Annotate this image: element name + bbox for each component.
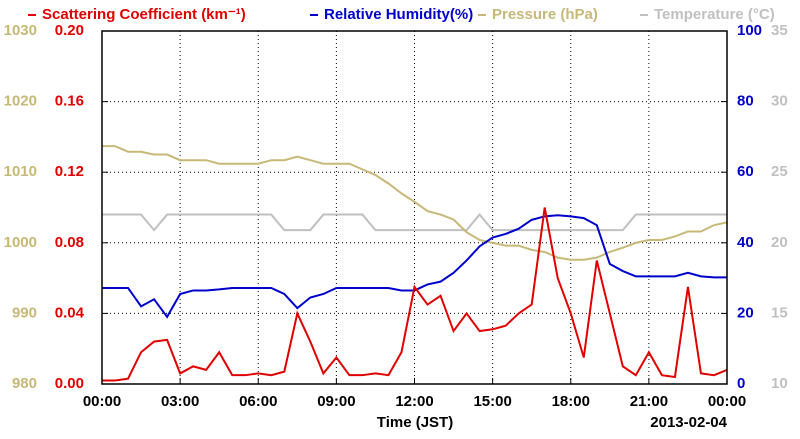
- y-tick-label: 40: [737, 234, 754, 251]
- y-tick-label: 980: [12, 375, 37, 392]
- x-tick-label: 12:00: [395, 393, 433, 410]
- x-tick-label: 00:00: [708, 393, 746, 410]
- x-tick-label: 21:00: [630, 393, 668, 410]
- y-tick-label: 0.16: [55, 93, 84, 110]
- y-tick-label: 0.08: [55, 234, 84, 251]
- y-tick-label: 0.20: [55, 22, 84, 39]
- y-tick-label: 990: [12, 304, 37, 321]
- series-line: [102, 145, 728, 261]
- x-tick-label: 09:00: [317, 393, 355, 410]
- x-tick-label: 03:00: [161, 393, 199, 410]
- y-tick-label: 0.00: [55, 375, 84, 392]
- y-tick-label: 10: [771, 375, 788, 392]
- y-tick-label: 15: [771, 304, 788, 321]
- series-line: [102, 207, 728, 382]
- y-tick-label: 1000: [4, 234, 37, 251]
- y-tick-label: 0: [737, 375, 745, 392]
- date-label: 2013-02-04: [650, 414, 727, 431]
- y-tick-label: 1010: [4, 163, 37, 180]
- series-line: [102, 213, 727, 232]
- y-tick-label: 20: [771, 234, 788, 251]
- legend-label: Scattering Coefficient (km⁻¹): [42, 6, 246, 23]
- y-tick-label: 0.04: [55, 304, 85, 321]
- y-tick-label: 35: [771, 22, 788, 39]
- x-tick-label: 18:00: [552, 393, 590, 410]
- y-tick-label: 80: [737, 93, 754, 110]
- y-tick-label: 25: [771, 163, 788, 180]
- legend-label: Pressure (hPa): [492, 6, 598, 23]
- plot-frame: [101, 30, 728, 385]
- legend-label: Relative Humidity(%): [324, 6, 473, 23]
- x-tick-label: 15:00: [473, 393, 511, 410]
- x-tick-label: 06:00: [239, 393, 277, 410]
- y-tick-label: 20: [737, 304, 754, 321]
- x-tick-label: 00:00: [83, 393, 121, 410]
- y-tick-label: 100: [737, 22, 762, 39]
- legend-label: Temperature (°C): [654, 6, 775, 23]
- x-axis-title: Time (JST): [377, 414, 453, 431]
- y-tick-label: 30: [771, 93, 788, 110]
- y-tick-label: 60: [737, 163, 754, 180]
- y-tick-label: 1020: [4, 93, 37, 110]
- y-tick-label: 0.12: [55, 163, 84, 180]
- y-tick-label: 1030: [4, 22, 37, 39]
